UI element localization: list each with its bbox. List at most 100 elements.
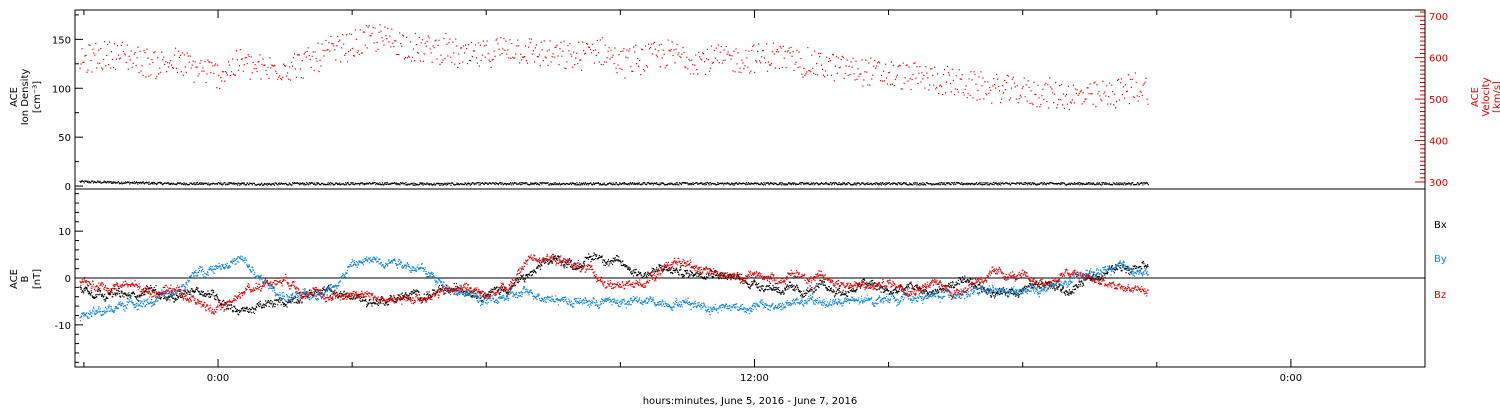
density-point (439, 182, 441, 185)
velocity-point (618, 54, 620, 56)
velocity-point (596, 39, 598, 42)
bx-point (322, 287, 324, 289)
density-point (1048, 183, 1050, 185)
bx-point (391, 299, 393, 301)
velocity-point (216, 87, 218, 89)
density-point (241, 182, 243, 185)
velocity-point (587, 46, 590, 48)
bx-point (393, 296, 395, 298)
density-point (504, 182, 506, 185)
velocity-point (1128, 102, 1131, 105)
density-point (916, 182, 919, 184)
bx-point (1052, 287, 1054, 290)
bx-point (714, 271, 716, 273)
density-point (669, 182, 671, 184)
bx-point (466, 291, 468, 293)
density-point (157, 181, 160, 184)
velocity-point (313, 69, 315, 72)
velocity-point (1121, 93, 1124, 96)
bx-point (349, 298, 351, 300)
density-point (188, 184, 190, 186)
density-point (950, 183, 952, 186)
density-point (800, 183, 802, 185)
bx-point (720, 275, 722, 277)
velocity-point (853, 73, 855, 75)
density-point (564, 183, 566, 186)
density-point (771, 182, 773, 184)
bx-point (382, 303, 384, 305)
bx-point (727, 277, 729, 279)
density-point (444, 183, 447, 185)
velocity-point (629, 48, 631, 50)
bx-point (407, 299, 409, 301)
density-point (747, 182, 750, 184)
velocity-point (560, 41, 562, 43)
bx-point (737, 275, 740, 278)
bx-point (712, 277, 715, 279)
density-point (891, 182, 893, 184)
bx-point (949, 284, 952, 287)
velocity-point (617, 64, 619, 66)
density-point (897, 182, 899, 184)
velocity-point (831, 53, 834, 56)
velocity-point (720, 46, 722, 48)
density-point (738, 182, 740, 184)
velocity-point (136, 57, 138, 59)
density-point (438, 182, 440, 184)
bx-point (1041, 283, 1044, 285)
bx-point (558, 256, 560, 258)
velocity-point (79, 67, 81, 69)
velocity-point (879, 62, 881, 64)
bx-point (837, 288, 839, 290)
density-point (734, 182, 736, 185)
density-point (236, 183, 238, 185)
bx-point (149, 287, 151, 289)
density-point (866, 183, 868, 185)
density-point (1114, 183, 1116, 185)
bx-point (118, 290, 120, 293)
bx-point (372, 302, 374, 304)
density-point (603, 182, 606, 184)
bx-point (413, 291, 416, 294)
bx-point (281, 298, 283, 300)
density-point (566, 183, 569, 185)
density-point (684, 182, 687, 184)
density-point (176, 184, 178, 186)
bx-point (883, 289, 885, 291)
bx-point (655, 268, 657, 270)
bx-point (192, 291, 194, 293)
velocity-point (518, 45, 520, 47)
bx-point (634, 269, 636, 271)
density-point (1135, 184, 1137, 186)
bx-point (821, 281, 823, 283)
density-point (494, 183, 496, 186)
bx-point (98, 294, 100, 296)
density-point (255, 184, 257, 186)
density-point (491, 182, 494, 184)
density-point (539, 181, 541, 184)
bx-point (938, 291, 940, 293)
density-point (178, 182, 180, 184)
density-point (175, 183, 177, 185)
velocity-point (533, 61, 536, 63)
velocity-point (643, 70, 646, 72)
bx-point (883, 291, 885, 293)
velocity-point (918, 72, 920, 74)
bx-point (687, 272, 689, 274)
velocity-point (1120, 78, 1123, 80)
bx-point (774, 289, 776, 291)
bx-point (149, 288, 151, 290)
bx-point (587, 256, 589, 259)
bx-point (712, 277, 714, 279)
bx-point (775, 286, 777, 289)
velocity-point (336, 45, 338, 47)
bx-point (267, 299, 269, 302)
bx-point (932, 290, 935, 292)
bx-point (678, 274, 680, 276)
density-point (737, 183, 740, 185)
density-point (100, 182, 103, 184)
bx-point (679, 266, 682, 268)
density-point (754, 182, 756, 184)
velocity-point (1114, 93, 1116, 95)
density-point (1143, 181, 1145, 184)
